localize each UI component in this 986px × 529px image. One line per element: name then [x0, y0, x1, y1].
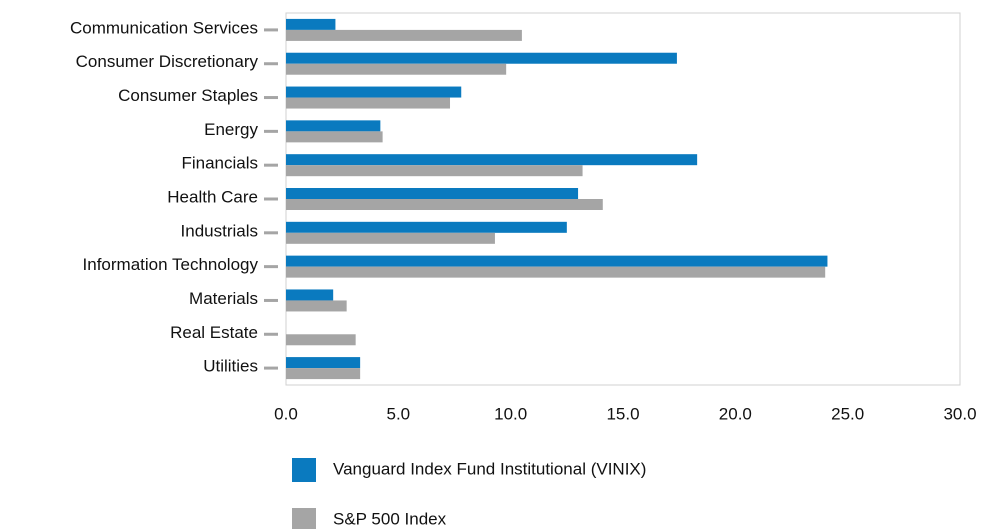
bar: [286, 289, 334, 301]
y-tick-label: Consumer Staples: [118, 86, 258, 105]
y-tick-label: Information Technology: [83, 255, 259, 274]
bar: [286, 63, 507, 75]
x-tick-label: 10.0: [494, 404, 527, 423]
y-tick-label: Financials: [181, 154, 258, 173]
bar: [286, 154, 698, 166]
y-tick-label: Real Estate: [170, 323, 258, 342]
bar: [286, 266, 826, 278]
legend-label: S&P 500 Index: [333, 509, 447, 528]
bar: [286, 357, 361, 369]
y-tick-label: Industrials: [181, 221, 258, 240]
bar: [286, 221, 567, 233]
y-tick-label: Materials: [189, 289, 258, 308]
bar: [286, 131, 383, 143]
bar: [286, 29, 522, 41]
bar: [286, 368, 361, 380]
bar: [286, 300, 347, 312]
bar: [286, 188, 579, 199]
x-tick-label: 5.0: [387, 404, 411, 423]
x-tick-label: 15.0: [606, 404, 639, 423]
y-tick-label: Health Care: [167, 187, 258, 206]
x-tick-label: 0.0: [274, 404, 298, 423]
bar: [286, 52, 677, 64]
y-tick-label: Energy: [204, 120, 258, 139]
bar: [286, 232, 495, 244]
y-tick-label: Utilities: [203, 357, 258, 376]
y-tick-label: Communication Services: [70, 18, 258, 37]
bar: [286, 255, 828, 267]
legend-swatch: [292, 458, 316, 482]
x-tick-label: 20.0: [719, 404, 752, 423]
bar: [286, 334, 356, 346]
bar: [286, 199, 603, 210]
bar: [286, 18, 336, 30]
bar: [286, 120, 381, 132]
y-tick-label: Consumer Discretionary: [76, 52, 259, 71]
legend-label: Vanguard Index Fund Institutional (VINIX…: [333, 459, 646, 478]
bar: [286, 86, 462, 98]
bar: [286, 97, 451, 109]
bar: [286, 165, 583, 177]
legend-swatch: [292, 508, 316, 529]
x-tick-label: 25.0: [831, 404, 864, 423]
x-tick-label: 30.0: [943, 404, 976, 423]
